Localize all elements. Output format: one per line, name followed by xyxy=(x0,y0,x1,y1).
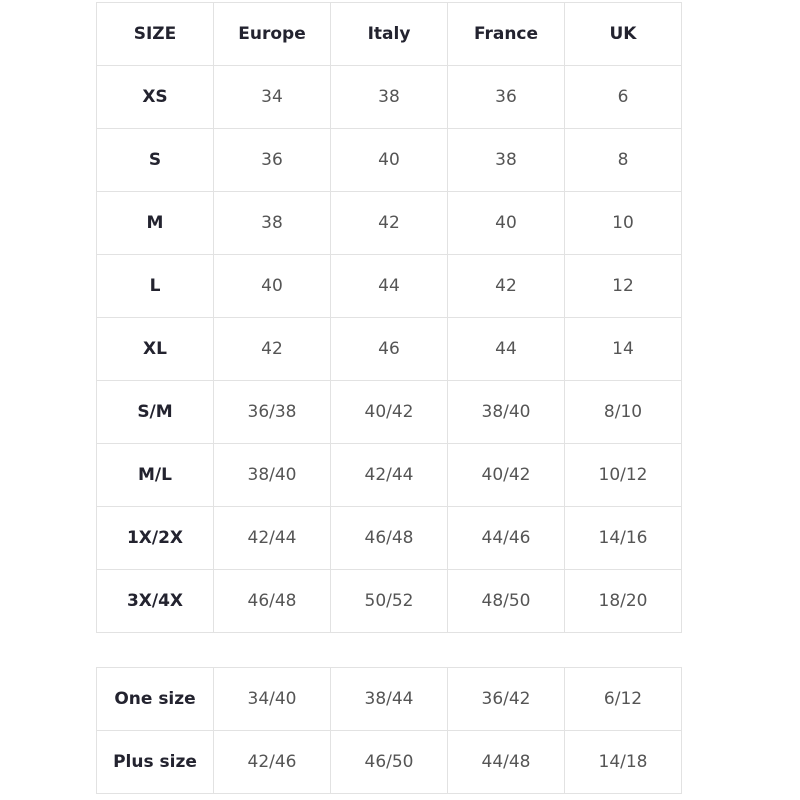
size-value-cell: 46/48 xyxy=(213,569,331,633)
size-value-cell: 10/12 xyxy=(564,443,682,507)
size-label-cell: 3X/4X xyxy=(96,569,214,633)
table-row: L 40 44 42 12 xyxy=(96,254,682,318)
size-value-cell: 44/46 xyxy=(447,506,565,570)
size-value-cell: 42/44 xyxy=(213,506,331,570)
size-value-cell: 40 xyxy=(330,128,448,192)
size-label-cell: Plus size xyxy=(96,730,214,794)
size-value-cell: 36/38 xyxy=(213,380,331,444)
table-row: M 38 42 40 10 xyxy=(96,191,682,255)
size-value-cell: 38 xyxy=(213,191,331,255)
size-label-cell: XS xyxy=(96,65,214,129)
table-header-row: SIZE Europe Italy France UK xyxy=(96,2,682,66)
size-value-cell: 8 xyxy=(564,128,682,192)
table-row: M/L 38/40 42/44 40/42 10/12 xyxy=(96,443,682,507)
size-value-cell: 12 xyxy=(564,254,682,318)
size-label-cell: L xyxy=(96,254,214,318)
table-row: Plus size 42/46 46/50 44/48 14/18 xyxy=(96,730,682,794)
size-value-cell: 38/40 xyxy=(447,380,565,444)
table-row: XL 42 46 44 14 xyxy=(96,317,682,381)
column-header: France xyxy=(447,2,565,66)
size-label-cell: One size xyxy=(96,667,214,731)
size-value-cell: 14/16 xyxy=(564,506,682,570)
size-value-cell: 34/40 xyxy=(213,667,331,731)
size-value-cell: 18/20 xyxy=(564,569,682,633)
column-header: UK xyxy=(564,2,682,66)
size-value-cell: 46/48 xyxy=(330,506,448,570)
size-value-cell: 10 xyxy=(564,191,682,255)
table-row: 1X/2X 42/44 46/48 44/46 14/16 xyxy=(96,506,682,570)
table-row: S 36 40 38 8 xyxy=(96,128,682,192)
column-header: Europe xyxy=(213,2,331,66)
table-row: S/M 36/38 40/42 38/40 8/10 xyxy=(96,380,682,444)
size-value-cell: 34 xyxy=(213,65,331,129)
size-value-cell: 44/48 xyxy=(447,730,565,794)
size-value-cell: 36 xyxy=(213,128,331,192)
size-label-cell: M/L xyxy=(96,443,214,507)
size-value-cell: 48/50 xyxy=(447,569,565,633)
size-chart-table: SIZE Europe Italy France UK XS 34 38 36 6 S 36 40 38… xyxy=(96,2,682,633)
size-value-cell: 44 xyxy=(447,317,565,381)
size-value-cell: 6/12 xyxy=(564,667,682,731)
size-value-cell: 40/42 xyxy=(447,443,565,507)
size-value-cell: 40 xyxy=(447,191,565,255)
size-label-cell: S/M xyxy=(96,380,214,444)
size-value-cell: 40 xyxy=(213,254,331,318)
column-header: Italy xyxy=(330,2,448,66)
size-value-cell: 46/50 xyxy=(330,730,448,794)
size-value-cell: 6 xyxy=(564,65,682,129)
size-value-cell: 40/42 xyxy=(330,380,448,444)
size-value-cell: 36 xyxy=(447,65,565,129)
size-value-cell: 38 xyxy=(330,65,448,129)
table-row: One size 34/40 38/44 36/42 6/12 xyxy=(96,667,682,731)
size-value-cell: 36/42 xyxy=(447,667,565,731)
table-row: 3X/4X 46/48 50/52 48/50 18/20 xyxy=(96,569,682,633)
size-value-cell: 44 xyxy=(330,254,448,318)
table-row: XS 34 38 36 6 xyxy=(96,65,682,129)
one-plus-size-table: One size 34/40 38/44 36/42 6/12 Plus size 42/4… xyxy=(96,667,682,794)
size-value-cell: 42 xyxy=(447,254,565,318)
size-value-cell: 42/44 xyxy=(330,443,448,507)
size-value-cell: 42 xyxy=(330,191,448,255)
size-label-cell: XL xyxy=(96,317,214,381)
size-value-cell: 8/10 xyxy=(564,380,682,444)
size-label-cell: M xyxy=(96,191,214,255)
size-value-cell: 42 xyxy=(213,317,331,381)
size-label-cell: S xyxy=(96,128,214,192)
size-value-cell: 38 xyxy=(447,128,565,192)
column-header: SIZE xyxy=(96,2,214,66)
size-label-cell: 1X/2X xyxy=(96,506,214,570)
size-value-cell: 46 xyxy=(330,317,448,381)
size-value-cell: 38/40 xyxy=(213,443,331,507)
size-value-cell: 14/18 xyxy=(564,730,682,794)
size-value-cell: 50/52 xyxy=(330,569,448,633)
size-value-cell: 14 xyxy=(564,317,682,381)
size-value-cell: 42/46 xyxy=(213,730,331,794)
size-value-cell: 38/44 xyxy=(330,667,448,731)
